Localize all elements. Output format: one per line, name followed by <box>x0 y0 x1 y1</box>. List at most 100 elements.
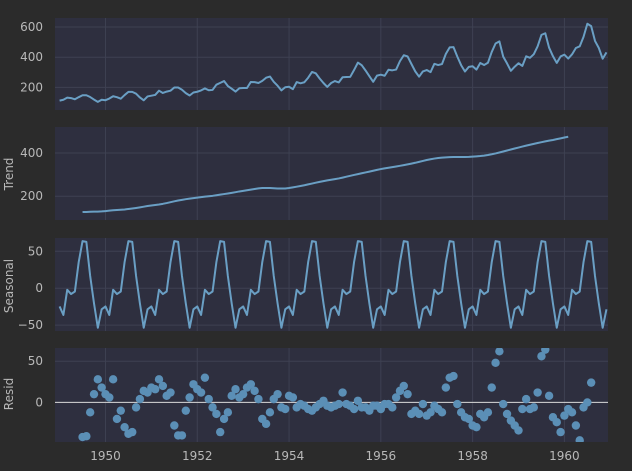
resid-point <box>97 383 106 392</box>
seasonal-ytick-label-0: −50 <box>18 318 43 332</box>
resid-point <box>166 388 175 397</box>
resid-point <box>216 427 225 437</box>
resid-point <box>208 403 217 412</box>
resid-point <box>487 383 496 392</box>
resid-point <box>495 348 504 356</box>
resid-point <box>219 414 229 424</box>
resid-point <box>154 375 164 384</box>
resid-point <box>567 408 577 417</box>
resid-point <box>491 358 500 368</box>
resid-point <box>116 406 125 415</box>
resid-point <box>170 421 179 430</box>
resid-point <box>131 403 141 412</box>
resid-point <box>449 371 458 381</box>
resid-point <box>353 396 363 405</box>
resid-point <box>196 388 206 397</box>
xtick-label-1954: 1954 <box>274 449 305 463</box>
resid-point <box>105 393 114 402</box>
resid-point <box>288 393 298 402</box>
observed-ytick-label-1: 400 <box>20 50 43 64</box>
resid-point <box>93 375 103 384</box>
resid-point <box>388 403 397 412</box>
resid-point <box>529 403 539 412</box>
resid-point <box>437 408 447 417</box>
resid-point <box>537 352 546 361</box>
resid-point <box>273 389 282 399</box>
resid-point <box>212 409 221 419</box>
resid-point <box>464 414 473 424</box>
observed-ytick-label-0: 200 <box>20 80 43 94</box>
resid-point <box>108 375 118 384</box>
resid-point <box>418 399 428 409</box>
trend-ytick-label-1: 400 <box>20 146 43 160</box>
resid-ytick-label-0: 0 <box>35 395 43 409</box>
resid-point <box>135 394 145 404</box>
seasonal-series-line <box>58 240 608 329</box>
resid-point <box>231 385 240 394</box>
resid-point <box>583 398 592 407</box>
xtick-label-1952: 1952 <box>182 449 213 463</box>
resid-point <box>556 427 565 437</box>
resid-panel: 0 50 1950 1952 1954 1956 1958 1960 <box>28 348 608 463</box>
xtick-label-1960: 1960 <box>549 449 580 463</box>
resid-point <box>349 404 359 414</box>
resid-point <box>521 394 531 404</box>
resid-point <box>575 436 584 442</box>
xtick-label-1958: 1958 <box>457 449 488 463</box>
trend-series-line <box>82 135 569 214</box>
resid-point <box>483 408 493 417</box>
resid-point <box>441 383 451 392</box>
resid-point <box>204 394 213 404</box>
resid-point <box>185 393 194 402</box>
resid-point <box>89 389 99 399</box>
resid-point <box>200 373 210 382</box>
resid-point <box>514 426 523 435</box>
resid-point <box>560 411 569 420</box>
resid-point <box>265 408 275 417</box>
trend-ytick-label-0: 200 <box>20 189 43 203</box>
resid-point <box>499 399 508 409</box>
resid-point <box>414 409 424 419</box>
seasonal-panel: −50 0 50 <box>18 238 608 332</box>
resid-point <box>403 389 412 399</box>
resid-point <box>181 406 190 415</box>
resid-point <box>112 414 122 424</box>
resid-ytick-label-1: 50 <box>28 354 43 368</box>
resid-point <box>571 421 581 430</box>
resid-point <box>227 391 236 401</box>
resid-point <box>128 427 137 437</box>
resid-point <box>518 404 527 414</box>
resid-point <box>338 388 347 397</box>
resid-point <box>158 381 168 391</box>
observed-axes-bg <box>55 18 608 110</box>
xtick-label-1956: 1956 <box>366 449 397 463</box>
resid-point <box>399 381 408 391</box>
resid-point <box>238 389 248 399</box>
seasonal-ytick-label-2: 50 <box>28 244 43 258</box>
seasonal-ytick-label-1: 0 <box>35 281 43 295</box>
resid-point <box>586 378 596 387</box>
observed-panel: 200 400 600 <box>20 18 608 110</box>
trend-ylabel: Trend <box>2 158 16 192</box>
seasonal-ylabel: Seasonal <box>2 259 16 313</box>
resid-point <box>552 418 561 427</box>
resid-point <box>261 419 271 429</box>
resid-point <box>120 422 129 432</box>
resid-point <box>426 408 435 417</box>
resid-point <box>544 391 554 401</box>
resid-point <box>472 422 481 432</box>
trend-panel: 200 400 <box>20 127 608 220</box>
resid-ylabel: Resid <box>2 378 16 410</box>
resid-point <box>82 432 91 441</box>
resid-point <box>151 385 160 394</box>
resid-point <box>223 408 233 417</box>
resid-point <box>453 399 462 409</box>
observed-series-line <box>59 22 608 103</box>
resid-point <box>391 393 401 402</box>
resid-point <box>85 408 95 417</box>
resid-point <box>254 394 263 404</box>
observed-ytick-label-2: 600 <box>20 20 43 34</box>
resid-point <box>250 386 259 396</box>
resid-point <box>177 431 187 440</box>
